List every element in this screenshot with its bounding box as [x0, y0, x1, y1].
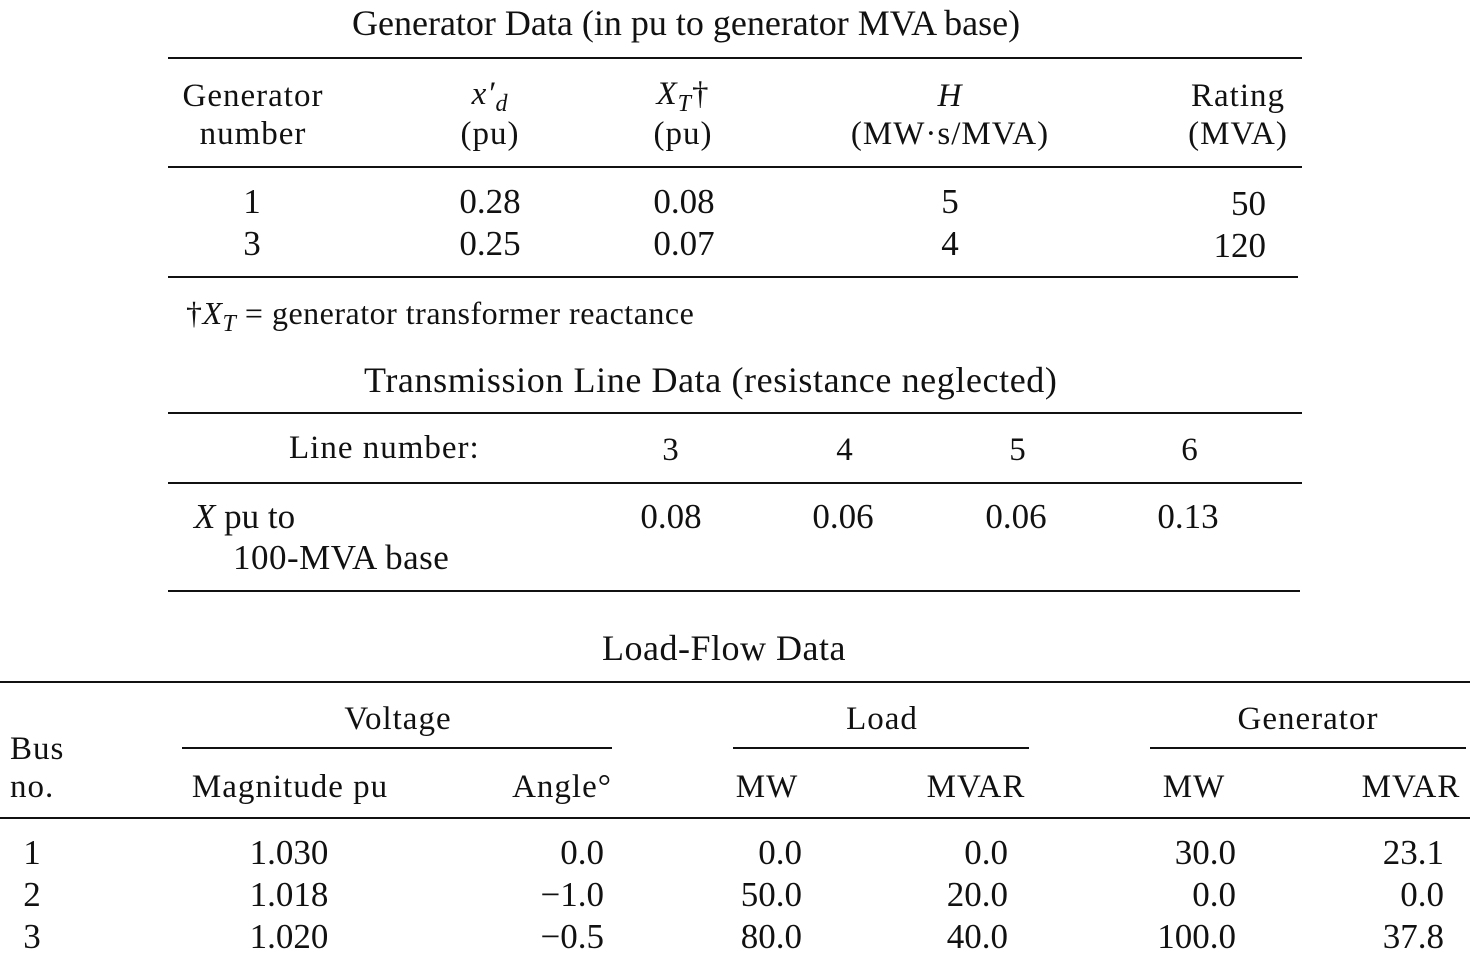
- load-mvar-header: MVAR: [926, 769, 1026, 805]
- load-mvar-cell: 0.0: [964, 833, 1008, 872]
- load-mw-header: MW: [735, 769, 799, 805]
- bus-number-cell: 2: [23, 875, 41, 914]
- gen-mw-cell: 100.0: [1157, 917, 1236, 956]
- reactance-row-label: X pu to: [194, 497, 296, 536]
- line-table-header-rule: [168, 482, 1302, 484]
- reactance-row-label-base: 100-MVA base: [233, 538, 450, 577]
- rating-header-line1: Rating: [1191, 78, 1285, 114]
- angle-header: Angle°: [512, 769, 612, 805]
- reactance-cell: 0.06: [812, 497, 874, 536]
- generator-footnote: †XT = generator transformer reactance: [186, 295, 695, 337]
- bus-number-cell: 1: [23, 833, 41, 872]
- xt-cell: 0.07: [653, 224, 715, 263]
- xd-prime-cell: 0.25: [459, 224, 521, 263]
- loadflow-table-header-rule: [0, 817, 1470, 819]
- rating-cell: 50: [1231, 184, 1266, 223]
- generator-group-header: Generator: [1237, 701, 1379, 737]
- magnitude-header: Magnitude pu: [191, 769, 389, 805]
- line-table-title: Transmission Line Data (resistance negle…: [364, 360, 1058, 400]
- xt-cell: 0.08: [653, 182, 715, 221]
- voltage-magnitude-cell: 1.020: [249, 917, 329, 956]
- line-number-label: Line number:: [289, 430, 480, 466]
- voltage-angle-cell: −1.0: [540, 875, 605, 914]
- gen-mvar-cell: 37.8: [1382, 917, 1444, 956]
- inertia-h-header: H: [937, 78, 963, 114]
- inertia-h-cell: 5: [941, 182, 959, 221]
- bus-header-line1: Bus: [10, 731, 65, 767]
- load-mw-cell: 0.0: [758, 833, 802, 872]
- gen-mvar-cell: 0.0: [1400, 875, 1444, 914]
- generator-number-header-line1: Generator: [182, 78, 324, 114]
- load-mvar-cell: 20.0: [946, 875, 1008, 914]
- generator-group-rule: [1150, 747, 1466, 749]
- xd-prime-cell: 0.28: [459, 182, 521, 221]
- gen-mvar-header: MVAR: [1361, 769, 1461, 805]
- gen-mw-header: MW: [1162, 769, 1226, 805]
- xt-unit: (pu): [653, 116, 713, 152]
- line-number-cell: 4: [836, 432, 854, 468]
- line-table-bottom-rule: [168, 590, 1300, 592]
- voltage-group-rule: [182, 747, 612, 749]
- xt-header: XT†: [656, 76, 710, 117]
- generator-number-cell: 1: [243, 182, 261, 221]
- generator-table-header-rule: [168, 166, 1302, 168]
- generator-number-cell: 3: [243, 224, 261, 263]
- gen-mw-cell: 30.0: [1174, 833, 1236, 872]
- loadflow-table-top-rule: [0, 681, 1470, 683]
- generator-table-top-rule: [168, 57, 1302, 59]
- load-mw-cell: 80.0: [740, 917, 802, 956]
- load-mvar-cell: 40.0: [946, 917, 1008, 956]
- bus-header-line2: no.: [10, 769, 55, 805]
- inertia-h-cell: 4: [941, 224, 959, 263]
- reactance-cell: 0.06: [985, 497, 1047, 536]
- rating-header-line2: (MVA): [1188, 116, 1288, 152]
- load-group-rule: [733, 747, 1029, 749]
- voltage-group-header: Voltage: [344, 701, 452, 737]
- line-number-cell: 5: [1009, 432, 1027, 468]
- generator-table-bottom-rule: [168, 276, 1298, 278]
- load-mw-cell: 50.0: [740, 875, 802, 914]
- xd-prime-unit: (pu): [460, 116, 520, 152]
- loadflow-table-title: Load-Flow Data: [602, 628, 846, 668]
- line-number-cell: 3: [662, 432, 680, 468]
- inertia-h-unit: (MW·s/MVA): [850, 116, 1050, 152]
- voltage-angle-cell: 0.0: [560, 833, 604, 872]
- reactance-cell: 0.13: [1157, 497, 1219, 536]
- voltage-magnitude-cell: 1.018: [249, 875, 329, 914]
- line-table-top-rule: [168, 412, 1302, 414]
- generator-table-title: Generator Data (in pu to generator MVA b…: [352, 3, 1021, 43]
- voltage-magnitude-cell: 1.030: [249, 833, 329, 872]
- gen-mw-cell: 0.0: [1192, 875, 1236, 914]
- generator-number-header-line2: number: [199, 116, 307, 152]
- load-group-header: Load: [846, 701, 918, 737]
- voltage-angle-cell: −0.5: [540, 917, 605, 956]
- rating-cell: 120: [1213, 226, 1267, 265]
- line-number-cell: 6: [1181, 432, 1199, 468]
- xd-prime-header: x′d: [471, 76, 509, 117]
- gen-mvar-cell: 23.1: [1382, 833, 1444, 872]
- reactance-cell: 0.08: [640, 497, 702, 536]
- bus-number-cell: 3: [23, 917, 41, 956]
